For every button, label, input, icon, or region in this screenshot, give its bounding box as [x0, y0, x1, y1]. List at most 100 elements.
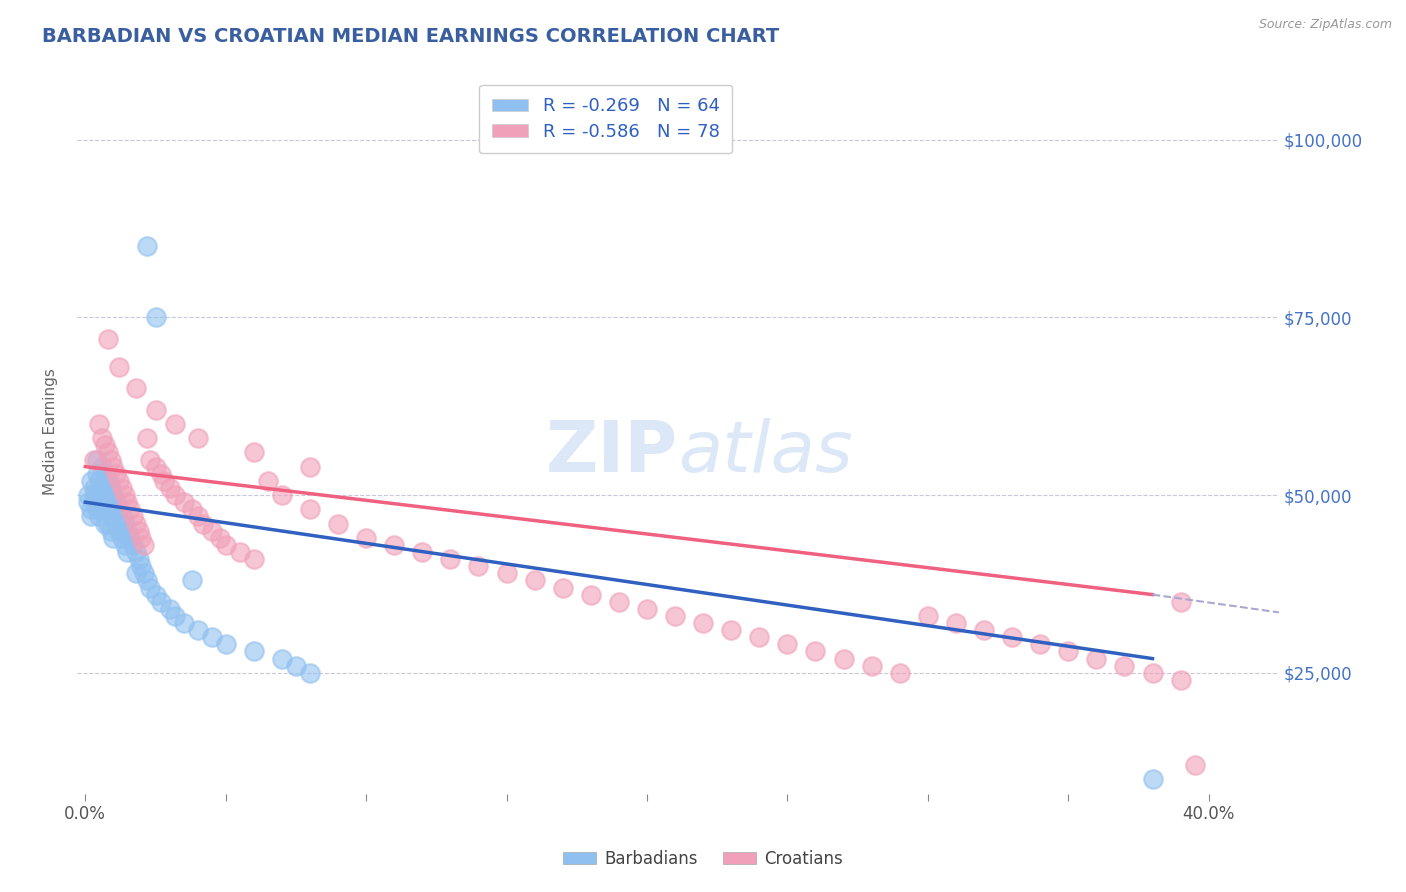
Point	[298, 459, 321, 474]
Point	[114, 538, 136, 552]
Point	[136, 431, 159, 445]
Point	[945, 615, 967, 630]
Point	[91, 481, 114, 495]
Point	[91, 459, 114, 474]
Point	[139, 452, 162, 467]
Point	[145, 588, 167, 602]
Point	[181, 574, 204, 588]
Point	[100, 502, 122, 516]
Point	[145, 402, 167, 417]
Point	[108, 524, 131, 538]
Point	[1001, 630, 1024, 644]
Point	[243, 552, 266, 566]
Point	[103, 488, 125, 502]
Point	[523, 574, 546, 588]
Point	[551, 581, 574, 595]
Point	[270, 488, 292, 502]
Point	[94, 488, 117, 502]
Point	[159, 602, 181, 616]
Point	[270, 651, 292, 665]
Point	[89, 509, 111, 524]
Point	[467, 559, 489, 574]
Point	[103, 531, 125, 545]
Point	[1085, 651, 1108, 665]
Point	[103, 459, 125, 474]
Legend: R = -0.269   N = 64, R = -0.586   N = 78: R = -0.269 N = 64, R = -0.586 N = 78	[479, 85, 733, 153]
Point	[579, 588, 602, 602]
Point	[382, 538, 405, 552]
Point	[117, 545, 139, 559]
Point	[692, 615, 714, 630]
Point	[100, 452, 122, 467]
Point	[136, 239, 159, 253]
Point	[128, 524, 150, 538]
Text: Source: ZipAtlas.com: Source: ZipAtlas.com	[1258, 18, 1392, 31]
Point	[86, 452, 108, 467]
Point	[1170, 673, 1192, 687]
Point	[111, 481, 134, 495]
Point	[664, 609, 686, 624]
Text: BARBADIAN VS CROATIAN MEDIAN EARNINGS CORRELATION CHART: BARBADIAN VS CROATIAN MEDIAN EARNINGS CO…	[42, 27, 779, 45]
Point	[150, 467, 173, 481]
Point	[89, 474, 111, 488]
Point	[153, 474, 176, 488]
Point	[636, 602, 658, 616]
Point	[122, 538, 145, 552]
Point	[411, 545, 433, 559]
Text: atlas: atlas	[678, 418, 852, 487]
Point	[94, 516, 117, 531]
Point	[1057, 644, 1080, 658]
Point	[134, 538, 156, 552]
Point	[354, 531, 377, 545]
Point	[1170, 595, 1192, 609]
Point	[128, 552, 150, 566]
Point	[89, 488, 111, 502]
Point	[108, 502, 131, 516]
Point	[100, 524, 122, 538]
Y-axis label: Median Earnings: Median Earnings	[44, 368, 58, 494]
Point	[97, 516, 120, 531]
Point	[80, 502, 103, 516]
Point	[114, 488, 136, 502]
Point	[122, 509, 145, 524]
Point	[209, 531, 232, 545]
Point	[495, 566, 517, 581]
Point	[120, 531, 142, 545]
Point	[326, 516, 349, 531]
Point	[748, 630, 770, 644]
Point	[298, 502, 321, 516]
Point	[284, 658, 307, 673]
Point	[187, 509, 209, 524]
Point	[243, 644, 266, 658]
Point	[94, 467, 117, 481]
Point	[1114, 658, 1136, 673]
Legend: Barbadians, Croatians: Barbadians, Croatians	[555, 844, 851, 875]
Point	[125, 381, 148, 395]
Point	[298, 665, 321, 680]
Point	[973, 623, 995, 637]
Point	[97, 332, 120, 346]
Point	[77, 495, 100, 509]
Point	[173, 615, 195, 630]
Point	[83, 452, 105, 467]
Point	[83, 495, 105, 509]
Point	[165, 609, 187, 624]
Text: ZIP: ZIP	[546, 418, 678, 487]
Point	[86, 502, 108, 516]
Point	[125, 545, 148, 559]
Point	[80, 474, 103, 488]
Point	[117, 495, 139, 509]
Point	[181, 502, 204, 516]
Point	[720, 623, 742, 637]
Point	[100, 481, 122, 495]
Point	[94, 438, 117, 452]
Point	[134, 566, 156, 581]
Point	[105, 495, 128, 509]
Point	[105, 467, 128, 481]
Point	[832, 651, 855, 665]
Point	[105, 516, 128, 531]
Point	[257, 474, 280, 488]
Point	[439, 552, 461, 566]
Point	[193, 516, 215, 531]
Point	[165, 488, 187, 502]
